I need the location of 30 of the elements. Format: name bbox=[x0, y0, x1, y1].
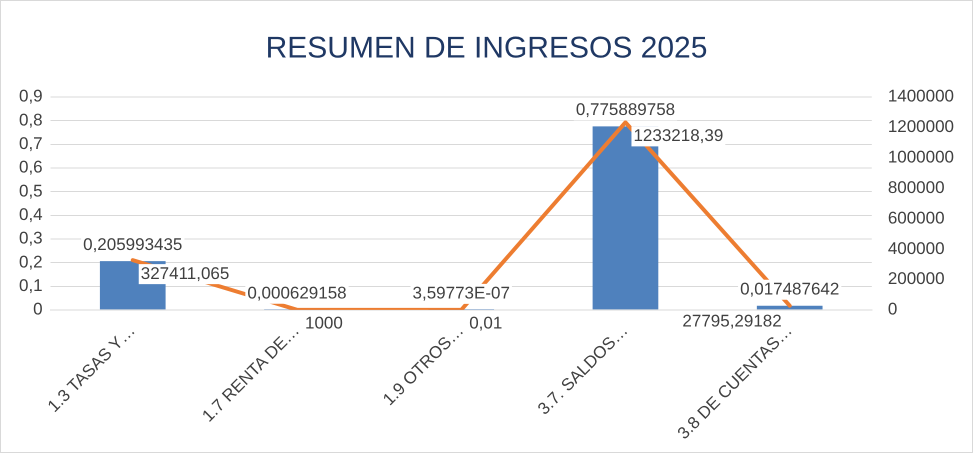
y2-tick-label: 600000 bbox=[888, 208, 945, 228]
data-label: 0,775889758 bbox=[576, 100, 676, 120]
data-label: 3,59773E-07 bbox=[412, 284, 510, 303]
y-tick-label: 0,8 bbox=[18, 110, 43, 130]
data-label: 0,01 bbox=[469, 314, 502, 333]
y2-tick-label: 1000000 bbox=[888, 148, 954, 167]
data-label: 1233218,39 bbox=[633, 126, 724, 146]
y2-tick-label: 1400000 bbox=[888, 86, 954, 106]
y2-tick-label: 800000 bbox=[888, 178, 945, 197]
y-tick-label: 0,5 bbox=[18, 181, 43, 200]
y-tick-label: 0,9 bbox=[18, 86, 43, 106]
y2-tick-label: 200000 bbox=[888, 269, 945, 288]
chart-title: RESUMEN DE INGRESOS 2025 bbox=[266, 31, 708, 64]
y-tick-label: 0,4 bbox=[18, 204, 43, 224]
data-label: 327411,065 bbox=[140, 264, 230, 283]
y2-tick-label: 1200000 bbox=[888, 117, 954, 136]
y2-tick-label: 0 bbox=[888, 300, 898, 319]
data-label: 0,205993435 bbox=[83, 234, 182, 254]
y-tick-label: 0,1 bbox=[18, 276, 43, 295]
y-tick-label: 0 bbox=[33, 300, 43, 319]
y-tick-label: 0,3 bbox=[18, 228, 43, 248]
data-label: 0,017487642 bbox=[740, 279, 840, 298]
y-tick-label: 0,2 bbox=[18, 252, 43, 272]
data-label: 27795,29182 bbox=[682, 311, 782, 330]
bar bbox=[756, 306, 823, 310]
data-label: 1000 bbox=[304, 313, 343, 332]
y2-tick-label: 400000 bbox=[888, 238, 945, 258]
data-label: 0,000629158 bbox=[247, 283, 347, 302]
y-tick-label: 0,7 bbox=[18, 134, 43, 154]
y-tick-label: 0,6 bbox=[18, 158, 43, 177]
